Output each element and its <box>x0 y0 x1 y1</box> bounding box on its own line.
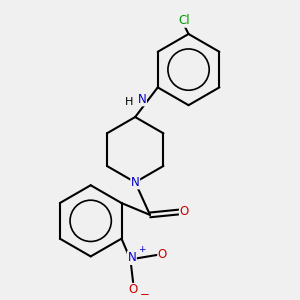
Text: Cl: Cl <box>178 14 190 27</box>
Text: N: N <box>131 176 140 189</box>
Text: −: − <box>140 288 150 300</box>
Text: O: O <box>179 206 189 218</box>
Text: O: O <box>158 248 167 261</box>
Text: +: + <box>138 245 146 254</box>
Text: N: N <box>138 93 146 106</box>
Text: O: O <box>129 284 138 296</box>
Text: N: N <box>128 251 136 264</box>
Text: H: H <box>124 97 133 107</box>
